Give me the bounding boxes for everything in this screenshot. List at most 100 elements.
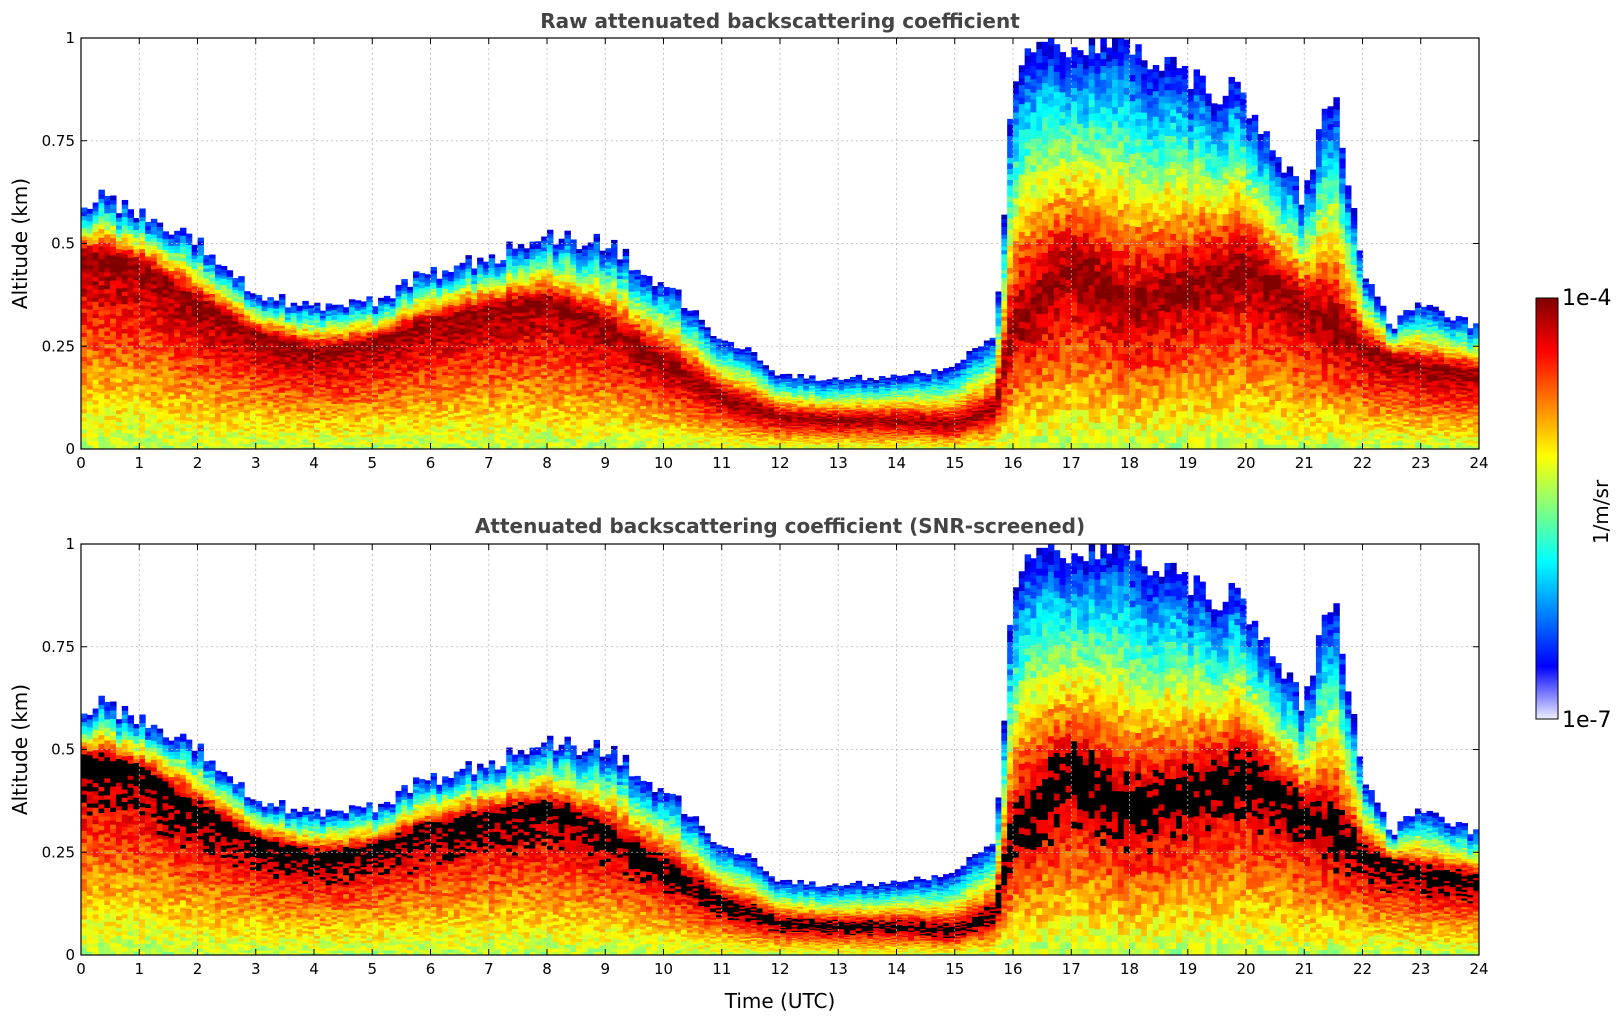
heatmap-cell xyxy=(494,415,501,419)
heatmap-cell xyxy=(127,437,135,442)
heatmap-cell xyxy=(302,320,309,324)
heatmap-cell xyxy=(279,412,286,417)
heatmap-cell xyxy=(418,443,426,447)
heatmap-cell xyxy=(150,445,158,449)
heatmap-cell xyxy=(447,366,455,370)
heatmap-cell xyxy=(162,390,169,396)
heatmap-cell xyxy=(366,354,373,359)
heatmap-cell xyxy=(372,410,379,414)
heatmap-cell xyxy=(319,442,327,445)
heatmap-cell xyxy=(273,374,280,378)
heatmap-cell xyxy=(506,314,513,319)
heatmap-cell xyxy=(267,317,274,321)
heatmap-cell xyxy=(430,439,437,444)
heatmap-cell xyxy=(308,398,315,402)
heatmap-cell xyxy=(209,270,216,275)
heatmap-cell xyxy=(529,348,536,353)
heatmap-cell xyxy=(541,236,548,241)
heatmap-cell xyxy=(81,348,88,354)
heatmap-cell xyxy=(314,371,321,375)
heatmap-cell xyxy=(319,368,327,372)
heatmap-cell xyxy=(150,353,158,358)
heatmap-cell xyxy=(81,432,88,438)
heatmap-cell xyxy=(197,272,204,277)
heatmap-cell xyxy=(290,375,298,379)
heatmap-cell xyxy=(541,434,548,439)
heatmap-cell xyxy=(133,395,140,400)
heatmap-cell xyxy=(430,364,437,368)
heatmap-cell xyxy=(541,261,548,266)
heatmap-cell xyxy=(319,393,327,397)
heatmap-cell xyxy=(552,302,560,307)
heatmap-cell xyxy=(249,443,257,448)
heatmap-cell xyxy=(156,403,164,409)
heatmap-cell xyxy=(197,251,204,256)
heatmap-cell xyxy=(244,320,251,324)
heatmap-cell xyxy=(541,342,548,347)
heatmap-cell xyxy=(220,409,228,413)
heatmap-cell xyxy=(348,386,356,390)
heatmap-cell xyxy=(255,392,263,396)
heatmap-cell xyxy=(453,335,461,340)
heatmap-cell xyxy=(168,359,175,364)
heatmap-cell xyxy=(383,420,391,425)
heatmap-cell xyxy=(284,335,292,339)
heatmap-cell xyxy=(378,300,385,304)
heatmap-cell xyxy=(145,271,152,276)
heatmap-cell xyxy=(389,378,397,382)
heatmap-cell xyxy=(273,342,280,346)
heatmap-cell xyxy=(267,408,274,412)
heatmap-cell xyxy=(214,347,222,352)
heatmap-cell xyxy=(529,262,536,267)
heatmap-cell xyxy=(110,326,117,332)
heatmap-cell xyxy=(168,302,175,307)
heatmap-cell xyxy=(255,407,263,412)
heatmap-cell xyxy=(214,326,222,330)
heatmap-cell xyxy=(133,441,140,446)
heatmap-cell xyxy=(261,345,268,349)
heatmap-cell xyxy=(500,439,507,444)
heatmap-cell xyxy=(226,291,234,295)
heatmap-cell xyxy=(139,376,146,382)
heatmap-cell xyxy=(383,382,391,386)
heatmap-cell xyxy=(81,388,88,394)
heatmap-cell xyxy=(273,362,280,366)
heatmap-cell xyxy=(249,358,257,362)
heatmap-cell xyxy=(331,311,338,315)
heatmap-cell xyxy=(214,359,222,364)
heatmap-cell xyxy=(459,417,467,422)
heatmap-cell xyxy=(488,286,496,291)
heatmap-cell xyxy=(547,277,554,282)
heatmap-cell xyxy=(447,381,455,385)
heatmap-cell xyxy=(174,248,181,254)
heatmap-cell xyxy=(284,432,292,436)
heatmap-cell xyxy=(133,418,140,423)
heatmap-cell xyxy=(401,434,408,439)
heatmap-cell xyxy=(191,312,199,317)
heatmap-cell xyxy=(401,344,408,348)
heatmap-cell xyxy=(121,345,129,350)
heatmap-cell xyxy=(442,422,449,426)
heatmap-cell xyxy=(249,433,257,437)
heatmap-cell xyxy=(267,438,274,443)
heatmap-cell xyxy=(552,397,560,402)
heatmap-cell xyxy=(168,345,175,350)
heatmap-cell xyxy=(197,255,204,260)
heatmap-cell xyxy=(447,295,455,300)
heatmap-cell xyxy=(133,333,140,338)
heatmap-cell xyxy=(348,414,356,418)
heatmap-cell xyxy=(197,420,204,425)
heatmap-cell xyxy=(185,416,193,421)
heatmap-cell xyxy=(500,367,507,371)
heatmap-cell xyxy=(279,397,286,401)
heatmap-cell xyxy=(81,251,88,257)
heatmap-cell xyxy=(541,371,548,376)
heatmap-cell xyxy=(372,349,379,353)
heatmap-cell xyxy=(354,374,362,378)
heatmap-cell xyxy=(482,370,490,375)
heatmap-cell xyxy=(389,426,397,430)
heatmap-cell xyxy=(81,259,88,265)
heatmap-cell xyxy=(512,428,519,433)
heatmap-cell xyxy=(453,439,461,444)
heatmap-cell xyxy=(191,397,199,402)
